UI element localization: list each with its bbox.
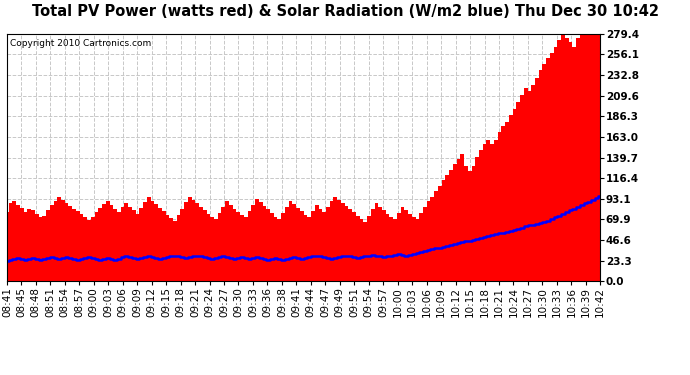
Text: Total PV Power (watts red) & Solar Radiation (W/m2 blue) Thu Dec 30 10:42: Total PV Power (watts red) & Solar Radia… bbox=[32, 4, 658, 19]
Text: Copyright 2010 Cartronics.com: Copyright 2010 Cartronics.com bbox=[10, 39, 151, 48]
